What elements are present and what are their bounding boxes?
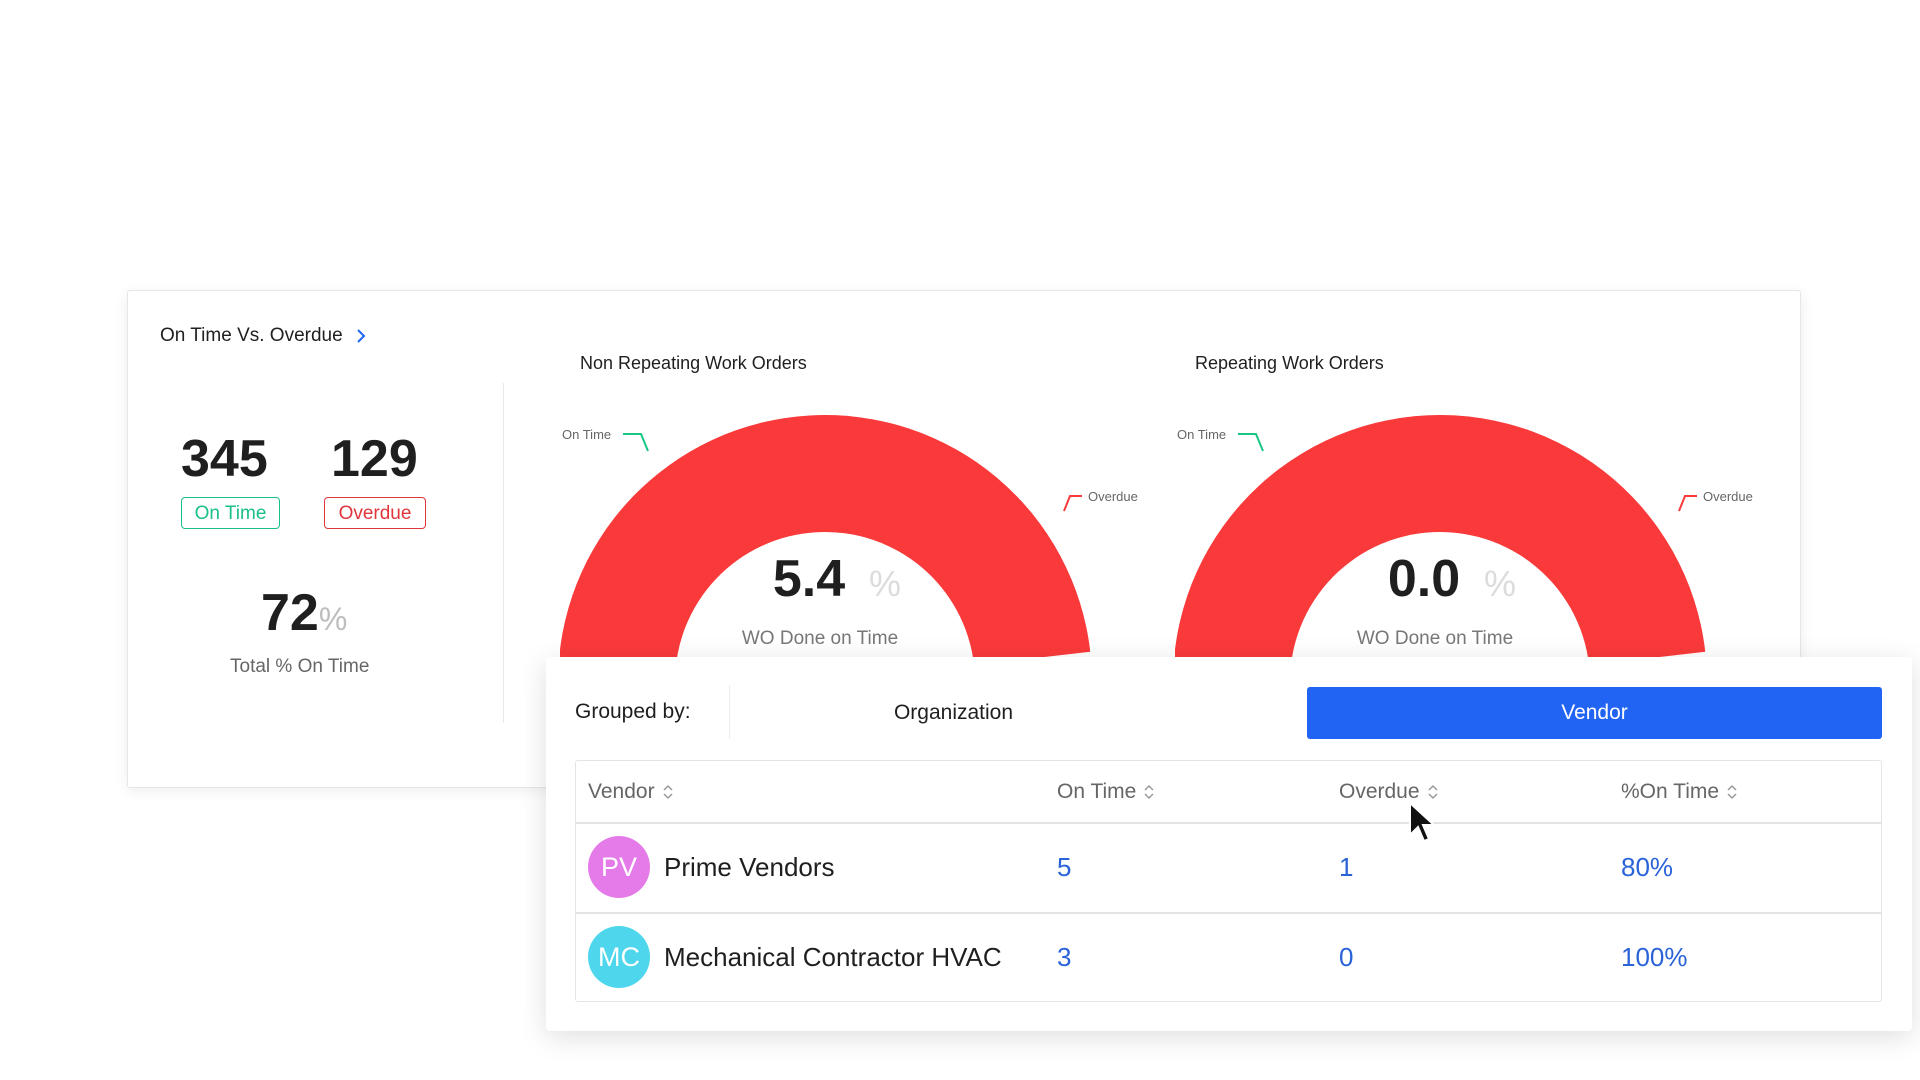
legend-label-overdue: Overdue bbox=[1703, 489, 1753, 504]
sort-icon bbox=[663, 784, 673, 799]
sort-icon bbox=[1727, 784, 1737, 799]
group-divider bbox=[729, 685, 730, 739]
column-header-label: Vendor bbox=[588, 779, 655, 803]
legend-line-overdue bbox=[1063, 495, 1082, 512]
donut-center-percent-symbol: % bbox=[869, 563, 901, 604]
overdue-count: 129 bbox=[331, 430, 418, 488]
donut-center-percent-symbol: % bbox=[1484, 563, 1516, 604]
donut-segments bbox=[1175, 415, 1706, 729]
column-header-label: %On Time bbox=[1621, 779, 1720, 803]
donut-center-subtitle: WO Done on Time bbox=[1357, 628, 1513, 649]
on-time-badge: On Time bbox=[181, 497, 280, 529]
total-pct-label: Total % On Time bbox=[230, 656, 370, 677]
legend-line-on-time bbox=[623, 433, 649, 452]
pct-on-time-value[interactable]: 100% bbox=[1621, 942, 1688, 972]
total-on-time-percent: 72% bbox=[261, 583, 347, 643]
donut-segment-overdue bbox=[560, 415, 1091, 683]
table-row[interactable]: PV Prime Vendors 5 1 80% bbox=[576, 823, 1881, 912]
vendor-name: Mechanical Contractor HVAC bbox=[664, 942, 1002, 972]
sort-icon bbox=[1428, 784, 1438, 799]
vendor-table: Vendor On Time Overdue %On Time PV Prime… bbox=[575, 760, 1882, 1002]
avatar: PV bbox=[588, 836, 650, 898]
legend-line-on-time bbox=[1238, 433, 1264, 452]
donut-center-value: 0.0 bbox=[1388, 550, 1460, 608]
overdue-value[interactable]: 1 bbox=[1339, 852, 1354, 882]
column-header-pct-on-time[interactable]: %On Time bbox=[1621, 761, 1737, 822]
column-header-label: On Time bbox=[1057, 779, 1137, 803]
donut-chart-repeating: On Time Overdue 0.0 % WO Done on Time bbox=[1175, 415, 1753, 729]
card-title-link[interactable]: On Time Vs. Overdue bbox=[160, 325, 369, 347]
grouped-by-label: Grouped by: bbox=[575, 700, 691, 723]
column-header-vendor[interactable]: Vendor bbox=[588, 761, 673, 822]
chart-title-repeating: Repeating Work Orders bbox=[1195, 353, 1384, 373]
on-time-count: 345 bbox=[181, 430, 268, 488]
overdue-value[interactable]: 0 bbox=[1339, 942, 1354, 972]
donut-segment-overdue bbox=[1175, 415, 1706, 729]
chevron-right-icon bbox=[356, 329, 366, 343]
sort-icon bbox=[1144, 784, 1154, 799]
legend-label-overdue: Overdue bbox=[1088, 489, 1138, 504]
donut-center-value: 5.4 bbox=[773, 550, 845, 608]
column-header-overdue[interactable]: Overdue bbox=[1339, 761, 1438, 822]
card-title: On Time Vs. Overdue bbox=[160, 325, 343, 346]
row-divider bbox=[576, 912, 1881, 914]
divider bbox=[503, 383, 504, 723]
pct-on-time-value[interactable]: 80% bbox=[1621, 852, 1674, 882]
header-divider bbox=[576, 822, 1881, 824]
column-header-label: Overdue bbox=[1339, 779, 1420, 803]
vendor-name: Prime Vendors bbox=[664, 852, 835, 882]
legend-label-on-time: On Time bbox=[562, 427, 611, 442]
column-header-on-time[interactable]: On Time bbox=[1057, 761, 1154, 822]
table-row[interactable]: MC Mechanical Contractor HVAC 3 0 100% bbox=[576, 913, 1881, 1002]
avatar: MC bbox=[588, 926, 650, 988]
group-option-organization[interactable]: Organization bbox=[893, 701, 1014, 724]
on-time-value[interactable]: 5 bbox=[1057, 852, 1072, 882]
group-option-vendor[interactable]: Vendor bbox=[1307, 687, 1882, 739]
total-pct-value: 72 bbox=[261, 584, 319, 642]
on-time-value[interactable]: 3 bbox=[1057, 942, 1072, 972]
legend-label-on-time: On Time bbox=[1177, 427, 1226, 442]
overdue-badge: Overdue bbox=[324, 497, 426, 529]
avatar-initials: MC bbox=[598, 941, 640, 972]
vendor-group-panel: Grouped by: Organization Vendor Vendor O… bbox=[546, 657, 1912, 1031]
legend-line-overdue bbox=[1678, 495, 1697, 512]
avatar-initials: PV bbox=[600, 851, 638, 882]
chart-title-non-repeating: Non Repeating Work Orders bbox=[580, 353, 807, 373]
mouse-cursor-icon bbox=[1409, 801, 1437, 843]
total-pct-symbol: % bbox=[318, 601, 348, 637]
donut-center-subtitle: WO Done on Time bbox=[742, 628, 898, 649]
